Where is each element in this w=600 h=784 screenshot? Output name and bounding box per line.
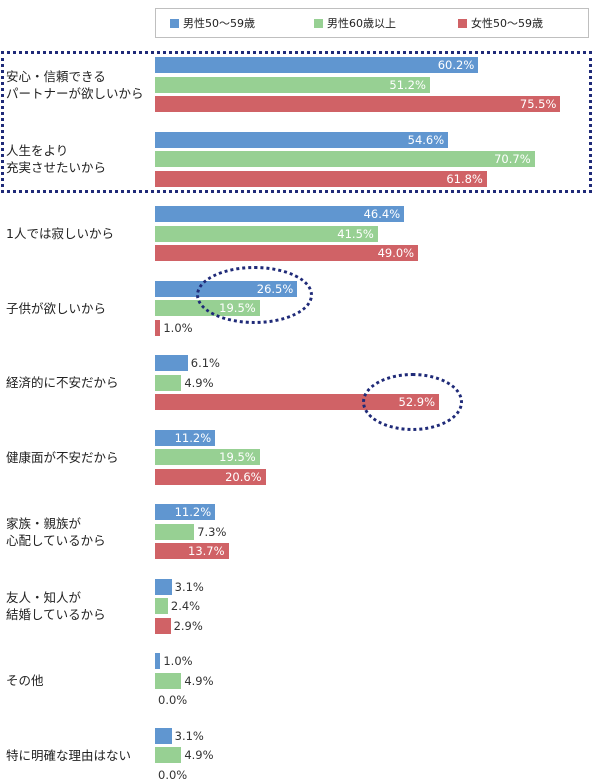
highlight-ellipse [196,266,313,324]
data-label: 49.0% [377,246,415,260]
data-label: 4.9% [184,673,214,688]
bar [155,543,229,559]
category-label: その他 [6,673,44,688]
bar [155,76,430,93]
data-label: 7.3% [197,524,227,539]
category-label: 特に明確な理由はない [6,747,132,763]
bar [155,617,171,634]
bar [155,225,378,242]
data-label: 3.1% [174,579,204,594]
bar [155,598,168,614]
bar [155,57,479,73]
legend-swatch [458,18,467,28]
category-label: 家族・親族が 心配しているから [6,515,106,548]
bar [155,151,535,167]
data-label: 20.6% [225,469,262,484]
bar [155,727,172,744]
category-label: 経済的に不安だから [6,375,119,390]
legend-item: 女性50〜59歳 [458,9,543,37]
legend-label: 男性50〜59歳 [183,17,255,30]
data-label: 4.9% [184,748,214,762]
data-label: 61.8% [446,171,483,186]
data-label: 60.2% [437,58,475,72]
bar [155,672,182,689]
data-label: 2.9% [173,618,203,633]
bar [155,206,405,222]
legend-item: 男性60歳以上 [314,9,396,37]
data-label: 11.2% [174,430,212,445]
legend-label: 女性50〜59歳 [471,17,543,30]
legend-label: 男性60歳以上 [327,17,396,30]
data-label: 3.1% [174,728,204,743]
data-label: 41.5% [337,226,374,241]
data-label: 0.0% [158,767,188,782]
data-label: 70.7% [494,152,531,166]
bar [155,245,419,261]
bar [155,449,260,465]
bar [155,653,161,669]
bar [155,523,195,540]
category-label: 安心・信頼できる パートナーが欲しいから [6,68,144,101]
bar [155,504,216,520]
bar [155,747,182,763]
category-label: 子供が欲しいから [6,300,107,316]
data-label: 19.5% [219,450,256,464]
highlight-ellipse [362,373,463,431]
data-label: 1.0% [163,654,193,668]
data-label: 1.0% [163,320,193,335]
category-label: 1人では寂しいから [6,226,114,241]
bar [155,355,188,371]
data-label: 2.4% [170,599,201,613]
bar [155,319,161,336]
bar [155,468,266,485]
data-label: 46.4% [363,207,401,221]
bar [155,131,449,148]
data-label: 75.5% [519,97,557,111]
legend-swatch [170,18,179,28]
bar [155,96,561,112]
category-label: 友人・知人が 結婚しているから [6,590,106,622]
data-label: 13.7% [188,544,225,558]
highlight-box-top-two [1,51,592,193]
data-label: 6.1% [190,356,220,370]
data-label: 4.9% [184,375,214,390]
category-label: 人生をより 充実させたいから [6,143,107,175]
data-label: 11.2% [174,505,212,519]
data-label: 51.2% [389,77,426,92]
legend-swatch [314,18,323,28]
bar [155,578,172,595]
bar [155,170,487,187]
bar [155,429,216,446]
bar [155,374,182,391]
data-label: 0.0% [158,693,188,707]
category-label: 健康面が不安だから [6,449,119,465]
legend: 男性50〜59歳 男性60歳以上 女性50〜59歳 [155,8,589,38]
legend-item: 男性50〜59歳 [170,9,255,37]
data-label: 54.6% [407,132,445,147]
